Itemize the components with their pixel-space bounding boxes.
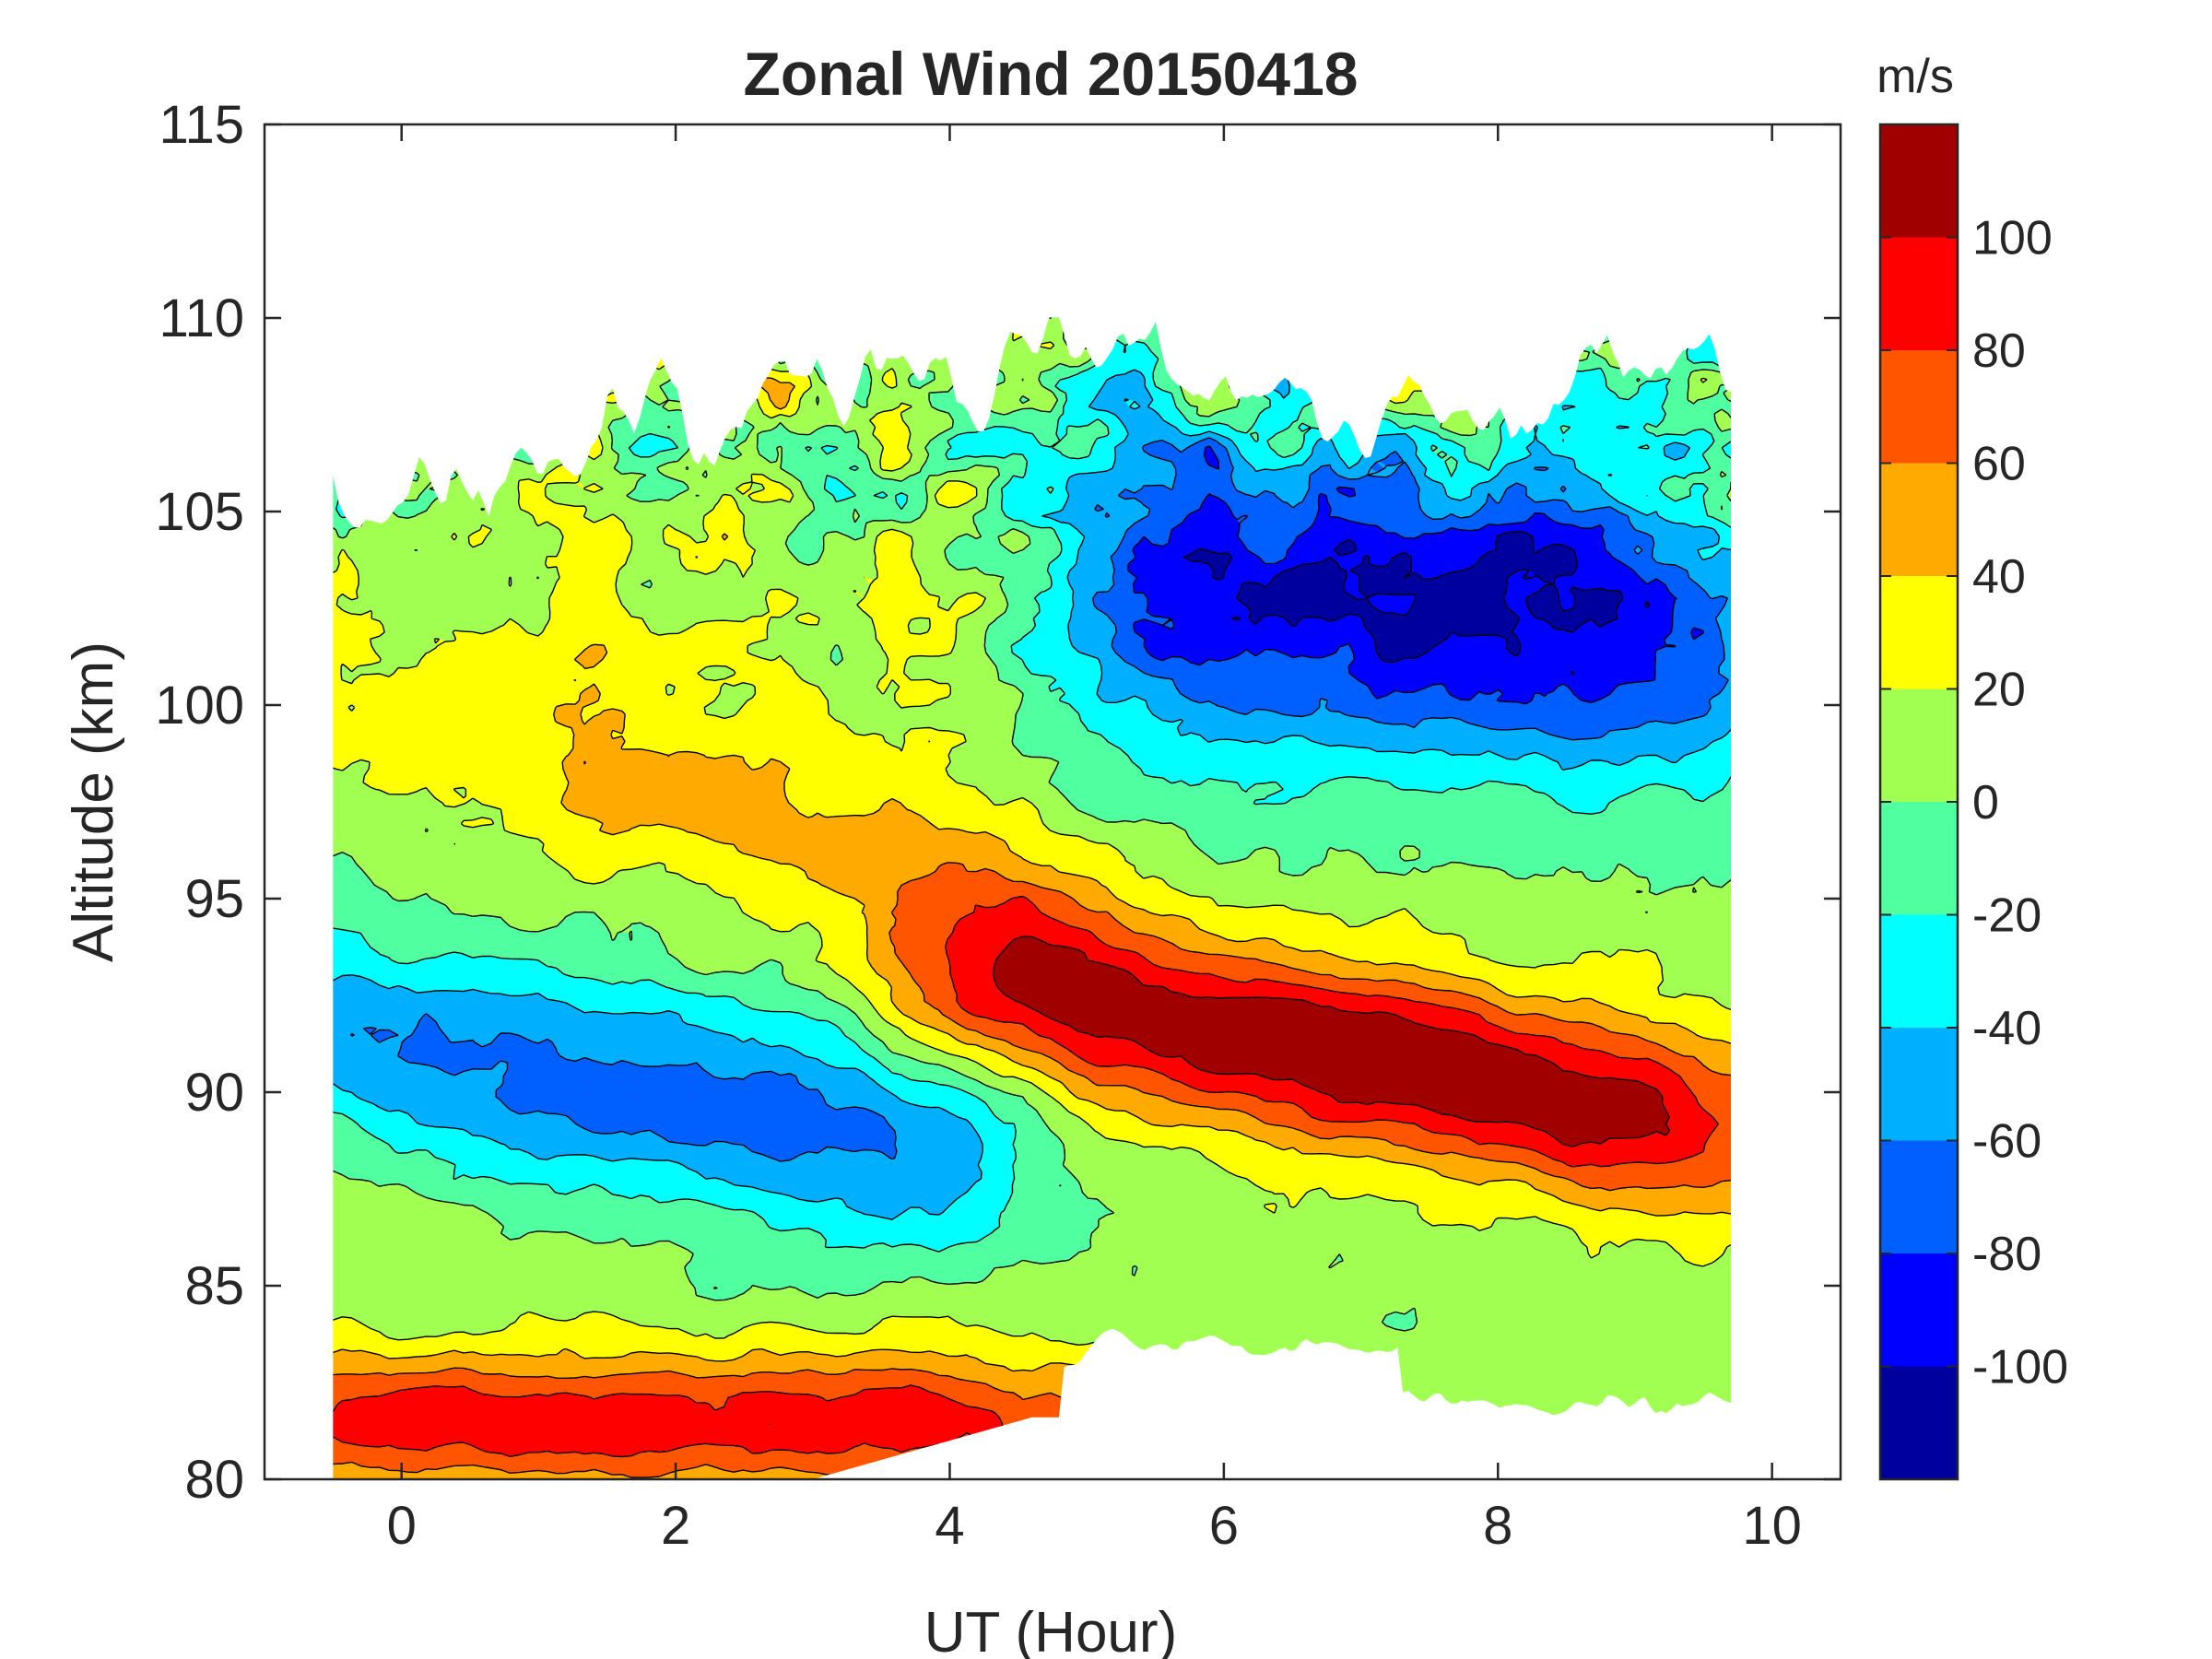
colorbar-tick-label: 20 <box>1972 664 2026 717</box>
x-tick-label: 8 <box>1483 1496 1512 1556</box>
y-tick-label: 105 <box>155 482 244 542</box>
x-tick-label: 0 <box>387 1496 417 1556</box>
colorbar-tick-label: -20 <box>1972 889 2041 943</box>
y-tick-label: 115 <box>159 95 244 155</box>
colorbar-segment <box>1880 1367 1958 1480</box>
colorbar-tick-label: 100 <box>1972 212 2053 265</box>
colorbar-segment <box>1880 464 1958 577</box>
y-tick-label: 85 <box>184 1256 244 1316</box>
colorbar-tick-label: 0 <box>1972 776 1999 830</box>
contour-plot <box>333 318 1731 1479</box>
colorbar-tick-label: 80 <box>1972 324 2026 378</box>
missing-data-left <box>265 124 333 1479</box>
x-tick-label: 10 <box>1742 1496 1802 1556</box>
y-axis-label: Altitude (km) <box>62 641 125 962</box>
colorbar-segment <box>1880 124 1958 238</box>
x-tick-label: 4 <box>935 1496 964 1556</box>
chart-title: Zonal Wind 20150418 <box>744 40 1359 108</box>
colorbar-segment <box>1880 1253 1958 1367</box>
colorbar-segment <box>1880 350 1958 464</box>
y-tick-label: 80 <box>184 1450 244 1510</box>
colorbar-segment <box>1880 915 1958 1029</box>
y-tick-label: 90 <box>184 1063 244 1123</box>
colorbar-tick-label: -40 <box>1972 1002 2041 1055</box>
colorbar-tick-label: -60 <box>1972 1115 2041 1169</box>
colorbar-segment <box>1880 576 1958 689</box>
colorbar-tick-label: -100 <box>1972 1341 2068 1394</box>
colorbar-segment <box>1880 1028 1958 1141</box>
colorbar-tick-label: 60 <box>1972 438 2026 491</box>
y-tick-label: 110 <box>159 288 244 348</box>
colorbar-segment <box>1880 238 1958 351</box>
x-tick-label: 2 <box>661 1496 690 1556</box>
y-tick-label: 100 <box>155 676 244 735</box>
colorbar-segment <box>1880 689 1958 803</box>
colorbar-unit-label: m/s <box>1877 50 1954 103</box>
y-tick-label: 95 <box>184 869 244 929</box>
colorbar-tick-label: -80 <box>1972 1228 2041 1281</box>
x-axis-label: UT (Hour) <box>924 1601 1177 1659</box>
missing-data-right <box>1731 124 1841 1479</box>
colorbar-tick-label: 40 <box>1972 550 2026 604</box>
x-tick-label: 6 <box>1209 1496 1239 1556</box>
colorbar-segment <box>1880 1141 1958 1254</box>
colorbar-segment <box>1880 802 1958 915</box>
